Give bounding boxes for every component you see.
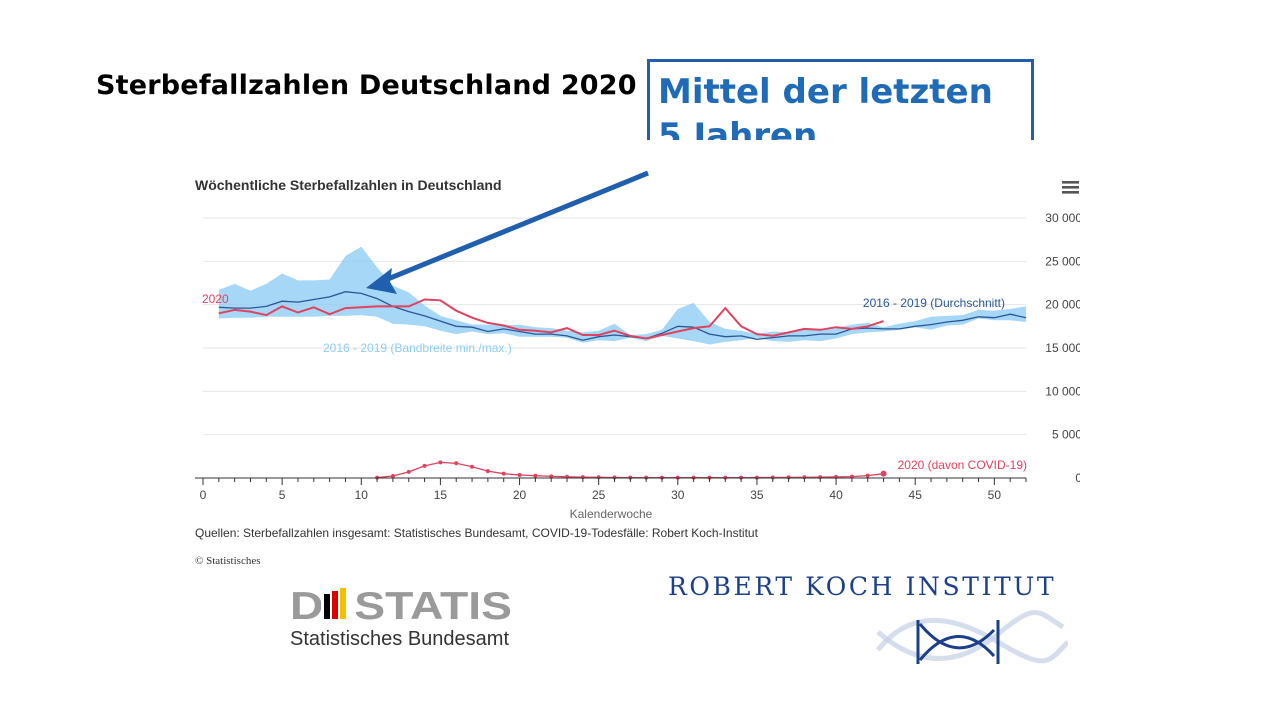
series-annotation-label: 2020 (davon COVID-19): [898, 458, 1027, 472]
x-tick-label: 45: [909, 488, 923, 502]
y-tick-label: 25 000: [1045, 254, 1080, 268]
chart-title: Wöchentliche Sterbefallzahlen in Deutsch…: [195, 177, 502, 193]
line-layer: [218, 291, 1027, 480]
covid-point: [865, 473, 870, 478]
label-layer: 2020 2016 - 2019 (Durchschnitt) 2016 - 201…: [202, 292, 1027, 472]
covid-point: [517, 472, 522, 477]
x-tick-label: 35: [750, 488, 764, 502]
series-annotation-label: 2016 - 2019 (Durchschnitt): [863, 296, 1005, 310]
band-layer: [218, 246, 1027, 345]
series-line-2020: [218, 298, 884, 340]
x-tick-label: 0: [200, 488, 207, 502]
series-line-average: [218, 291, 1027, 341]
x-tick-label: 50: [988, 488, 1002, 502]
x-tick-label: 5: [279, 488, 286, 502]
x-tick-label: 25: [592, 488, 606, 502]
destatis-logo: DESTATIS Statistisches Bundesamt: [290, 585, 520, 650]
x-tick-label: 15: [434, 488, 448, 502]
y-tick-label: 20 000: [1045, 298, 1080, 312]
x-tick-label: 40: [829, 488, 843, 502]
covid-point: [549, 474, 554, 479]
rki-helix-emblem: [876, 610, 1068, 664]
x-tick-label: 30: [671, 488, 685, 502]
credit-text: © Statistisches: [195, 555, 261, 567]
credit-link[interactable]: © Statistisches: [195, 555, 261, 567]
source-note: Quellen: Sterbefallzahlen insgesamt: Sta…: [195, 526, 759, 540]
covid-point: [501, 471, 506, 476]
covid-point: [390, 474, 395, 479]
y-tick-label: 10 000: [1045, 384, 1080, 398]
series-annotation-label: 2016 - 2019 (Bandbreite min./max.): [323, 341, 512, 355]
destatis-logo-mark: DESTATIS Statistisches Bundesamt: [290, 585, 512, 650]
y-tick-label: 5 000: [1052, 428, 1080, 442]
rki-logo: ROBERT KOCH INSTITUT: [668, 572, 1068, 682]
slide-title: Sterbefallzahlen Deutschland 2020: [96, 70, 637, 101]
covid-point: [438, 460, 443, 465]
covid-point: [406, 469, 411, 474]
destatis-subtitle: Statistisches Bundesamt: [290, 628, 509, 650]
y-tick-label: 0: [1075, 471, 1080, 485]
series-line-covid: [377, 461, 884, 479]
x-axis-title: Kalenderwoche: [570, 507, 653, 521]
rki-wordmark: ROBERT KOCH INSTITUT: [668, 572, 1057, 601]
covid-point: [422, 463, 427, 468]
series-range-band: [218, 246, 1027, 345]
chart-svg: Wöchentliche Sterbefallzahlen in Deutsch…: [195, 177, 1080, 567]
chart-panel: Wöchentliche Sterbefallzahlen in Deutsch…: [160, 140, 1080, 580]
covid-point: [470, 464, 475, 469]
covid-point: [880, 470, 887, 477]
axis-layer: 0 5 000 10 000 15 000 20 000 25 000 30 000 0 5 10…: [195, 211, 1080, 502]
hamburger-menu-icon[interactable]: [1062, 181, 1079, 194]
covid-point: [454, 461, 459, 466]
y-tick-label: 15 000: [1045, 341, 1080, 355]
y-tick-label: 30 000: [1045, 211, 1080, 225]
x-tick-label: 20: [513, 488, 527, 502]
covid-point: [533, 473, 538, 478]
series-annotation-label: 2020: [202, 292, 229, 306]
covid-point: [485, 469, 490, 474]
x-tick-label: 10: [355, 488, 369, 502]
